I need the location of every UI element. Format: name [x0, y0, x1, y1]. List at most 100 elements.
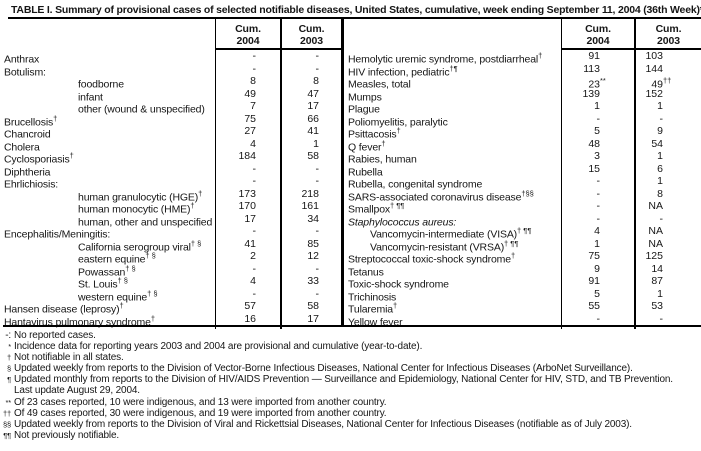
value-cum-2004: 184 [215, 150, 280, 166]
value-cum-2003: - [634, 312, 701, 329]
disease-label: Measles, total [348, 78, 411, 91]
disease-label: St. Louis† § [78, 276, 128, 291]
header-cum-label: Cum. [585, 23, 611, 35]
table-row: Staphylococcus aureus: - - [344, 212, 701, 229]
value-cum-2004: 4 [561, 225, 634, 241]
disease-rows-right: Hemolytic uremic syndrome, postdiarrheal… [344, 50, 701, 329]
value-cum-2004: 7 [215, 100, 280, 116]
value-cum-2004: - [215, 50, 280, 66]
table-row: Toxic-shock syndrome 91 87 [344, 275, 701, 291]
table-row: Trichinosis 5 1 [344, 287, 701, 304]
footnote-marker: †† [2, 408, 11, 418]
value-cum-2004: 2 [215, 250, 280, 266]
value-cum-2004: 75 [561, 250, 634, 266]
value-cum-2004: 75 [215, 112, 280, 129]
disease-label: western equine† § [78, 288, 158, 304]
value-cum-2004: 17 [215, 212, 280, 229]
value-cum-2004: 91 [561, 50, 634, 66]
value-cum-2004: 9 [561, 262, 634, 279]
table-row: human monocytic (HME)† 170 161 [0, 200, 341, 216]
table-row: Anthrax - - [0, 50, 341, 66]
value-cum-2004: - [561, 200, 634, 216]
value-cum-2004: 55 [561, 300, 634, 316]
disease-label: foodborne [78, 78, 124, 91]
header-year-label: 2004 [236, 35, 260, 47]
footnote-text: Not previously notifiable. [14, 429, 120, 441]
table-row: Encephalitis/Meningitis: - - [0, 225, 341, 241]
table-right-half: Cum. 2004 Cum. 2003 Hemolytic uremic syn… [341, 19, 701, 329]
value-cum-2003: 6 [634, 162, 701, 179]
value-cum-2004: - [561, 312, 634, 329]
table-row: California serogroup viral† § 41 85 [0, 237, 341, 254]
value-cum-2004: 15 [561, 162, 634, 179]
table-row: SARS-associated coronavirus disease†§§ -… [344, 187, 701, 204]
table-row: Cyclosporiasis† 184 58 [0, 150, 341, 166]
table-row: Diphtheria - - [0, 162, 341, 179]
table-row: Psittacosis† 5 9 [344, 125, 701, 141]
value-cum-2003: 41 [280, 125, 341, 141]
table-row: HIV infection, pediatric†¶ 113 144 [344, 62, 701, 79]
table-row: Tetanus 9 14 [344, 262, 701, 279]
footnote-text: Incidence data for reporting years 2003 … [14, 341, 423, 353]
header-year-label: 2004 [586, 35, 610, 47]
table-title: TABLE I. Summary of provisional cases of… [11, 4, 701, 16]
value-cum-2003: 87 [634, 275, 701, 291]
value-cum-2004: 23** [561, 75, 634, 91]
footnote-marker: * [8, 342, 11, 352]
value-cum-2003: - [280, 50, 341, 66]
value-cum-2003: NA [634, 225, 701, 241]
footnote-text: Not notifiable in all states. [14, 352, 124, 364]
footnote-text: No reported cases. [14, 330, 96, 341]
footnote-marker: §§ [2, 419, 11, 429]
disease-label: human monocytic (HME)† [78, 201, 195, 216]
value-cum-2004: 49 [215, 87, 280, 104]
value-cum-2003: 1 [634, 175, 701, 191]
value-cum-2003: 125 [634, 250, 701, 266]
table-header-right: Cum. 2004 Cum. 2003 [344, 19, 701, 50]
value-cum-2003: - [280, 162, 341, 179]
table-bottom-rule [3, 325, 701, 327]
value-cum-2003: - [280, 62, 341, 79]
value-cum-2003: - [634, 112, 701, 129]
footnote: † Not notifiable in all states. [0, 352, 701, 363]
disease-label: Trichinosis [348, 291, 397, 303]
value-cum-2004: 4 [215, 137, 280, 154]
footnote: ** Of 23 cases reported, 10 were indigen… [0, 397, 701, 408]
value-cum-2003: 152 [634, 87, 701, 104]
table-row: Hantavirus pulmonary syndrome† 16 17 [0, 312, 341, 329]
value-cum-2004: 1 [561, 100, 634, 116]
table-top-rule [8, 17, 701, 19]
footnote: * Incidence data for reporting years 200… [0, 341, 701, 352]
value-cum-2004: 5 [561, 287, 634, 304]
footnote: †† Of 49 cases reported, 30 were indigen… [0, 408, 701, 419]
value-cum-2004: 41 [215, 237, 280, 254]
disease-label: SARS-associated coronavirus disease†§§ [348, 188, 534, 204]
disease-label: Poliomyelitis, paralytic [348, 116, 448, 128]
value-cum-2003: 1 [634, 100, 701, 116]
header-spacer [344, 19, 561, 50]
value-cum-2003: 12 [280, 250, 341, 266]
table-row: human, other and unspecified 17 34 [0, 212, 341, 229]
value-cum-2003: 58 [280, 150, 341, 166]
header-year-label: 2003 [657, 35, 680, 47]
value-cum-2004: - [215, 287, 280, 304]
disease-label: Botulism: [4, 66, 46, 78]
value-cum-2003: 9 [634, 125, 701, 141]
table-row: Ehrlichiosis: - - [0, 175, 341, 191]
table-row: eastern equine† § 2 12 [0, 250, 341, 266]
footnote-marker: -: [5, 330, 11, 341]
value-cum-2004: 5 [561, 125, 634, 141]
disease-label: Ehrlichiosis: [4, 178, 59, 191]
value-cum-2003: NA [634, 200, 701, 216]
disease-label: other (wound & unspecified) [78, 103, 205, 116]
footnote: § Updated weekly from reports to the Div… [0, 363, 701, 374]
disease-label: infant [78, 91, 103, 103]
disease-label: Encephalitis/Meningitis: [4, 228, 111, 241]
disease-label: human granulocytic (HGE)† [78, 188, 203, 204]
value-cum-2003: 54 [634, 137, 701, 154]
column-header-cum-2004-left: Cum. 2004 [215, 19, 280, 50]
table-row: other (wound & unspecified) 7 17 [0, 100, 341, 116]
table-row: Vancomycin-intermediate (VISA)† ¶¶ 4 NA [344, 225, 701, 241]
disease-rows-left: Anthrax - - Botulism: - - foodborne 8 8 … [0, 50, 341, 329]
table-row: Smallpox† ¶¶ - NA [344, 200, 701, 216]
